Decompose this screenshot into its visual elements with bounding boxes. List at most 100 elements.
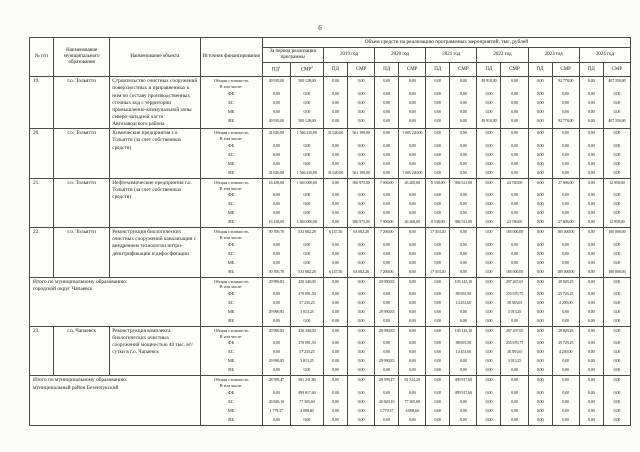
value-cell: 0,00 xyxy=(322,276,348,290)
value-cell: 41 620,00 xyxy=(261,168,291,178)
value-cell: 0,00 xyxy=(500,258,529,268)
value-cell: 0,00 xyxy=(346,276,376,290)
value-cell: 0,00 xyxy=(449,406,478,416)
source-cell: МБ xyxy=(199,107,263,117)
source-cell: Общая стоимость В том числе: xyxy=(199,375,263,389)
value-cell: 63 082,28 xyxy=(346,227,376,241)
value-cell: 0,00 xyxy=(602,375,632,389)
value-cell: 0,00 xyxy=(449,397,478,407)
value-cell: 0,00 xyxy=(476,168,502,178)
value-cell: 0,00 xyxy=(602,388,632,398)
value-cell xyxy=(602,125,632,129)
source-cell: ФБ xyxy=(199,89,263,99)
value-cell: 16 438,00 xyxy=(261,218,291,228)
value-cell: 499 917,60 xyxy=(289,388,324,398)
value-cell: 27 606,00 xyxy=(551,177,580,192)
value-cell: 100 000,00 xyxy=(602,267,632,277)
value-cell: 0,00 xyxy=(289,150,324,160)
value-cell: 29 990,83 xyxy=(374,325,400,340)
value-cell: 0,00 xyxy=(346,415,376,425)
source-cell: ФБ xyxy=(199,388,263,398)
value-cell: 0,00 xyxy=(578,366,604,376)
value-cell: 0,00 xyxy=(527,128,553,142)
value-cell: 0,00 xyxy=(261,258,291,268)
source-total-line1: Общая стоимость xyxy=(213,377,249,383)
value-cell: 0,00 xyxy=(398,316,427,326)
value-cell: 0,00 xyxy=(322,375,348,389)
value-cell: 0,00 xyxy=(602,357,632,367)
value-cell: 0,00 xyxy=(398,98,427,108)
value-cell: 0,00 xyxy=(346,375,376,389)
source-total-line2: В том числе: xyxy=(219,235,243,241)
value-cell: 0,00 xyxy=(602,200,632,210)
value-cell: 6 147,50 xyxy=(322,267,348,277)
value-cell: 0,00 xyxy=(527,218,553,228)
value-cell: 8 538,00 xyxy=(425,177,451,192)
value-cell: 0,00 xyxy=(449,168,478,178)
value-cell: 63 082,28 xyxy=(346,267,376,277)
value-cell: 984 521,00 xyxy=(449,218,478,228)
value-cell: 0,00 xyxy=(322,316,348,326)
value-cell: 0,00 xyxy=(374,98,400,108)
value-cell: 0,00 xyxy=(527,200,553,210)
value-cell: 0,00 xyxy=(500,98,529,108)
value-cell: 500 128,00 xyxy=(289,76,324,90)
value-cell: 0,00 xyxy=(476,298,502,308)
value-cell: 0,00 xyxy=(449,258,478,268)
value-cell: 0,00 xyxy=(374,209,400,219)
value-cell: 0,00 xyxy=(261,150,291,160)
value-cell: 3 013,25 xyxy=(289,307,324,317)
value-cell: 0,00 xyxy=(289,141,324,151)
value-cell: 0,00 xyxy=(398,191,427,201)
num-cell: 23. xyxy=(28,325,55,376)
value-cell: 0,00 xyxy=(425,150,451,160)
value-cell: 533 082,28 xyxy=(289,227,324,241)
value-cell: 499 917,60 xyxy=(449,375,478,389)
value-cell: 41 620,00 xyxy=(322,168,348,178)
value-cell: 0,00 xyxy=(602,316,632,326)
value-cell xyxy=(261,424,291,426)
value-cell: 0,00 xyxy=(374,76,400,90)
col-header-pd: ПД xyxy=(476,62,502,78)
table-row: Итого по муниципальному образованию: горо… xyxy=(29,276,632,327)
value-cell: 0,00 xyxy=(551,159,580,169)
value-cell: 0,00 xyxy=(578,339,604,349)
table-row: Итого по муниципальному образованию: муни… xyxy=(29,375,632,426)
value-cell: 100 000,00 xyxy=(602,227,632,241)
value-cell: 0,00 xyxy=(346,98,376,108)
municipality-cell: г.о. Чапаевск xyxy=(53,325,111,376)
table-row: БС 0,00 57 235,25 0,00 0,00 0,00 0,00 0,00 14 45… xyxy=(30,298,632,308)
value-cell: 4 200,00 xyxy=(551,298,580,308)
value-cell: 0,00 xyxy=(374,200,400,210)
value-cell: 29 990,83 xyxy=(374,276,400,290)
value-cell: 0,00 xyxy=(425,406,451,416)
value-cell: 0,00 xyxy=(425,375,451,389)
value-cell: 0,00 xyxy=(551,307,580,317)
value-cell: 0,00 xyxy=(398,76,427,90)
value-cell: 0,00 xyxy=(449,150,478,160)
value-cell: 0,00 xyxy=(551,141,580,151)
value-cell: 0,00 xyxy=(425,397,451,407)
value-cell: 81 314,20 xyxy=(398,375,427,389)
col-header-year-2021: 2021 год xyxy=(425,46,478,64)
source-total-line1: Общая стоимость xyxy=(213,130,249,136)
value-cell: 0,00 xyxy=(578,357,604,367)
value-cell: 0,00 xyxy=(346,298,376,308)
value-cell: 0,00 xyxy=(527,366,553,376)
value-cell: 0,00 xyxy=(425,200,451,210)
value-cell: 0,00 xyxy=(449,191,478,201)
value-cell: 0,00 xyxy=(578,177,604,192)
value-cell: 0,00 xyxy=(602,348,632,358)
source-cell: МБ xyxy=(199,209,263,219)
table-row: ВБ 0,00 0,00 0,00 0,00 0,00 0,00 0,00 0,00 0,00 0,… xyxy=(30,415,632,425)
value-cell: 17 353,20 xyxy=(425,267,451,277)
value-cell: 38 583,65 xyxy=(500,348,529,358)
value-cell: 1 663 000,00 xyxy=(289,218,324,228)
page-number: 6 xyxy=(318,24,322,32)
value-cell: 586 975,00 xyxy=(346,177,376,192)
value-cell xyxy=(449,424,478,426)
value-cell: 0,00 xyxy=(578,209,604,219)
value-cell: 0,00 xyxy=(374,240,400,250)
value-cell: 0,00 xyxy=(346,191,376,201)
value-cell: 4 200,00 xyxy=(551,348,580,358)
